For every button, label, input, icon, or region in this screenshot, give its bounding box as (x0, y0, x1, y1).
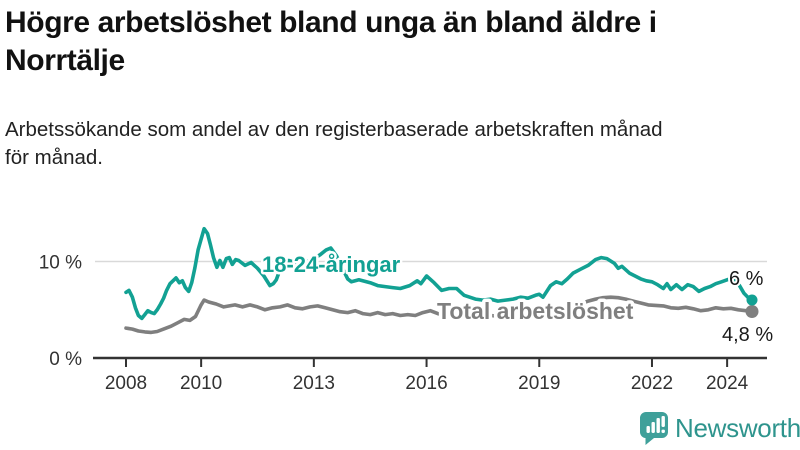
y-tick-label-0: 0 % (49, 349, 82, 370)
y-tick-label-10: 10 % (39, 253, 82, 274)
youth-end-dot (746, 294, 758, 306)
newsworthy-brand-text[interactable]: Newsworthy (675, 413, 800, 443)
logo-bar-2 (651, 422, 655, 433)
logo-exclamation-dot (661, 429, 665, 433)
series-label-youth: 18-24-åringar (262, 252, 401, 277)
total-end-dot (745, 305, 759, 318)
youth-end-value-label: 6 % (729, 268, 764, 290)
x-tick-label-2019: 2019 (518, 373, 560, 394)
title-line-1: Högre arbetslöshet bland unga än bland ä… (5, 6, 657, 39)
y-axis-labels: 10 % 0 % (39, 253, 82, 371)
x-tick-label-2008: 2008 (105, 373, 147, 394)
line-series-0 (124, 226, 755, 321)
x-tick-label-2024: 2024 (706, 373, 749, 394)
x-tick-label-2013: 2013 (293, 373, 335, 394)
x-tick-label-2016: 2016 (405, 373, 447, 394)
series-label-total: Total arbetslöshet (437, 298, 634, 324)
logo-bar-3 (656, 418, 660, 433)
newsworthy-logo-icon[interactable] (639, 412, 668, 445)
page-title: Högre arbetslöshet bland unga än bland ä… (5, 4, 795, 80)
title-line-2: Norrtälje (5, 44, 125, 77)
subtitle-line-2: för månad. (5, 146, 103, 169)
logo-bar-1 (646, 426, 650, 433)
series-lines (124, 226, 755, 335)
logo-exclamation-bar (661, 416, 665, 427)
chart-subtitle: Arbetssökande som andel av den registerb… (5, 116, 795, 172)
total-end-value-label: 4,8 % (722, 324, 773, 346)
x-axis-ticks: 2008 2010 2013 2016 2019 2022 2024 (105, 358, 749, 394)
subtitle-line-1: Arbetssökande som andel av den registerb… (5, 118, 663, 141)
x-tick-label-2010: 2010 (180, 373, 222, 394)
line-series-1 (124, 295, 755, 335)
x-tick-label-2022: 2022 (631, 373, 673, 394)
